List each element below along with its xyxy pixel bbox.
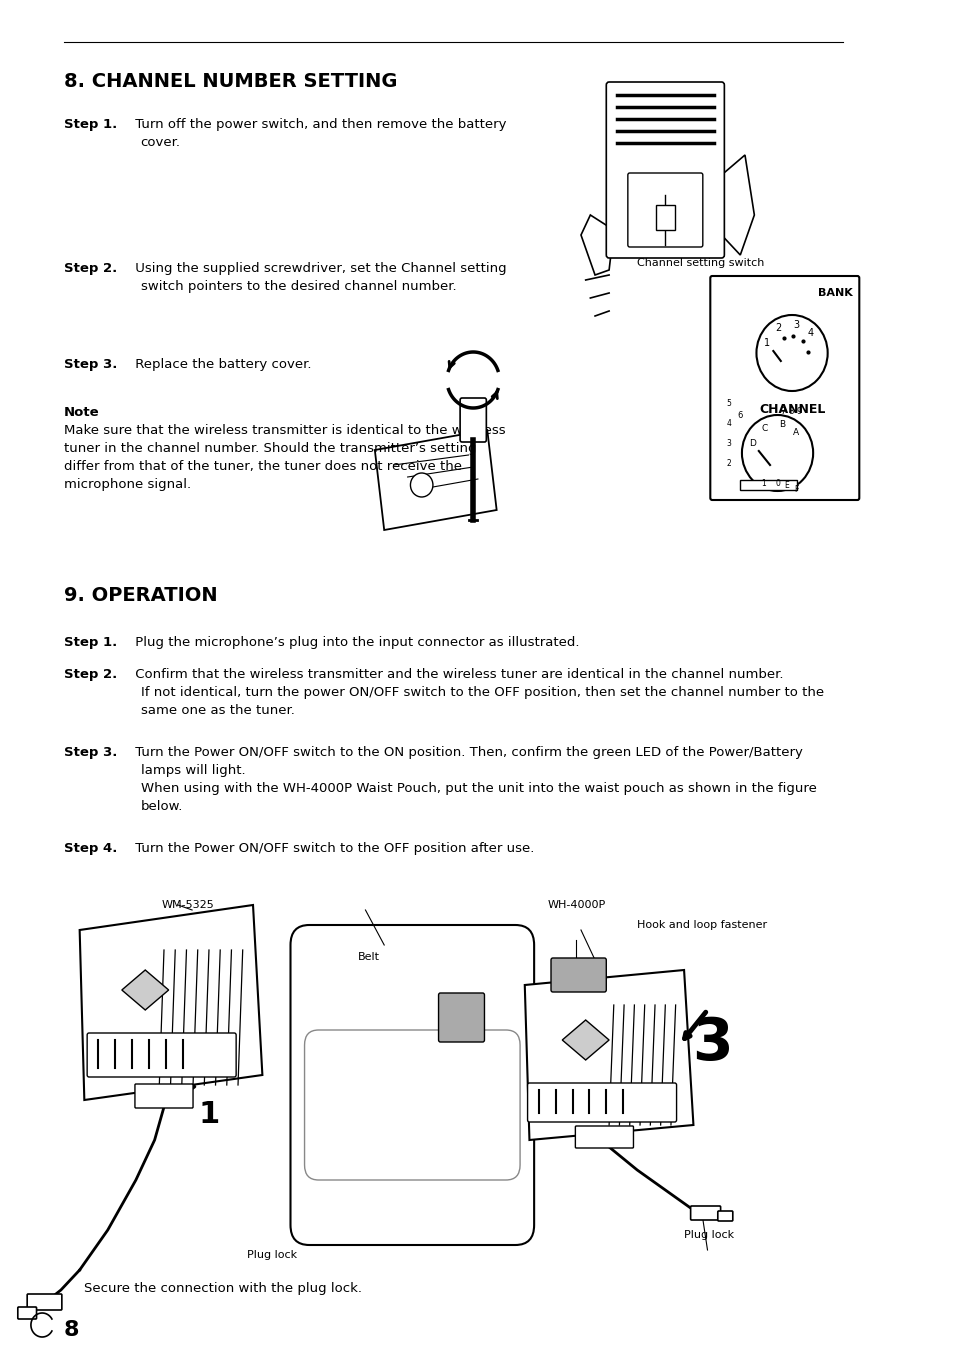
Text: Turn the Power ON/OFF switch to the ON position. Then, confirm the green LED of : Turn the Power ON/OFF switch to the ON p…	[131, 746, 802, 758]
Text: 3: 3	[793, 320, 799, 330]
Text: Replace the battery cover.: Replace the battery cover.	[131, 358, 312, 370]
Text: 3: 3	[726, 438, 731, 448]
Circle shape	[756, 315, 827, 391]
Text: Channel setting switch: Channel setting switch	[637, 258, 763, 268]
Text: Plug lock: Plug lock	[247, 1251, 296, 1260]
Text: Secure the connection with the plug lock.: Secure the connection with the plug lock…	[84, 1282, 362, 1295]
Bar	[656, 206, 674, 230]
Text: microphone signal.: microphone signal.	[64, 479, 191, 491]
Polygon shape	[79, 904, 262, 1101]
Text: If not identical, turn the power ON/OFF switch to the OFF position, then set the: If not identical, turn the power ON/OFF …	[140, 685, 822, 699]
Polygon shape	[524, 969, 693, 1140]
Text: Step 3.: Step 3.	[64, 358, 117, 370]
Text: Plug the microphone’s plug into the input connector as illustrated.: Plug the microphone’s plug into the inpu…	[131, 635, 578, 649]
Text: F: F	[793, 484, 798, 493]
Text: Step 1.: Step 1.	[64, 118, 117, 131]
Circle shape	[410, 473, 433, 498]
Text: A: A	[793, 429, 799, 437]
Text: C: C	[760, 423, 766, 433]
Text: same one as the tuner.: same one as the tuner.	[140, 704, 294, 717]
Text: 3: 3	[691, 1015, 732, 1072]
Text: 7 8 9: 7 8 9	[781, 407, 801, 415]
Text: 4: 4	[807, 327, 813, 338]
FancyBboxPatch shape	[87, 1033, 236, 1078]
FancyBboxPatch shape	[710, 276, 859, 500]
Text: Hook and loop fastener: Hook and loop fastener	[637, 919, 766, 930]
Text: differ from that of the tuner, the tuner does not receive the: differ from that of the tuner, the tuner…	[64, 460, 461, 473]
Text: B: B	[779, 420, 784, 430]
Text: Make sure that the wireless transmitter is identical to the wireless: Make sure that the wireless transmitter …	[64, 425, 505, 437]
FancyBboxPatch shape	[304, 1030, 519, 1180]
Text: Step 4.: Step 4.	[64, 842, 117, 854]
Text: WH-4000P: WH-4000P	[547, 900, 605, 910]
Polygon shape	[561, 1019, 608, 1060]
Text: Step 2.: Step 2.	[64, 668, 117, 681]
FancyBboxPatch shape	[627, 173, 702, 247]
FancyBboxPatch shape	[459, 397, 486, 442]
Text: 2: 2	[726, 458, 731, 468]
FancyBboxPatch shape	[134, 1084, 193, 1109]
Text: D: D	[748, 439, 755, 448]
Text: Plug lock: Plug lock	[683, 1230, 734, 1240]
FancyBboxPatch shape	[18, 1307, 36, 1320]
Text: 1: 1	[760, 479, 765, 488]
FancyBboxPatch shape	[527, 1083, 676, 1122]
Text: Confirm that the wireless transmitter and the wireless tuner are identical in th: Confirm that the wireless transmitter an…	[131, 668, 782, 681]
Text: CHANNEL: CHANNEL	[758, 403, 824, 416]
Text: switch pointers to the desired channel number.: switch pointers to the desired channel n…	[140, 280, 456, 293]
FancyBboxPatch shape	[438, 992, 484, 1042]
Text: lamps will light.: lamps will light.	[140, 764, 245, 777]
Text: 0: 0	[774, 479, 780, 488]
Text: below.: below.	[140, 800, 183, 813]
Text: Turn the Power ON/OFF switch to the OFF position after use.: Turn the Power ON/OFF switch to the OFF …	[131, 842, 534, 854]
FancyBboxPatch shape	[575, 1126, 633, 1148]
Text: Step 1.: Step 1.	[64, 635, 117, 649]
Text: 6: 6	[737, 411, 742, 420]
Text: When using with the WH-4000P Waist Pouch, put the unit into the waist pouch as s: When using with the WH-4000P Waist Pouch…	[140, 781, 816, 795]
Text: 4: 4	[726, 419, 731, 427]
Text: E: E	[783, 481, 788, 491]
Polygon shape	[122, 969, 169, 1010]
FancyBboxPatch shape	[606, 82, 723, 258]
Text: 5: 5	[726, 399, 731, 407]
FancyBboxPatch shape	[27, 1294, 62, 1310]
Text: 8. CHANNEL NUMBER SETTING: 8. CHANNEL NUMBER SETTING	[64, 72, 396, 91]
Text: BANK: BANK	[818, 288, 852, 297]
Text: Step 3.: Step 3.	[64, 746, 117, 758]
Text: Using the supplied screwdriver, set the Channel setting: Using the supplied screwdriver, set the …	[131, 262, 506, 274]
FancyBboxPatch shape	[551, 959, 606, 992]
Text: WM-5325: WM-5325	[161, 900, 213, 910]
Text: cover.: cover.	[140, 137, 180, 149]
Text: 9. OPERATION: 9. OPERATION	[64, 585, 217, 604]
Text: Turn off the power switch, and then remove the battery: Turn off the power switch, and then remo…	[131, 118, 506, 131]
FancyBboxPatch shape	[717, 1211, 732, 1221]
Circle shape	[741, 415, 812, 491]
Text: 1: 1	[763, 338, 769, 349]
Text: Note: Note	[64, 406, 99, 419]
Text: Belt: Belt	[357, 952, 379, 963]
Polygon shape	[375, 430, 497, 530]
Text: Step 2.: Step 2.	[64, 262, 117, 274]
Text: tuner in the channel number. Should the transmitter’s setting: tuner in the channel number. Should the …	[64, 442, 476, 456]
FancyBboxPatch shape	[690, 1206, 720, 1220]
FancyBboxPatch shape	[291, 925, 534, 1245]
Text: 2: 2	[775, 323, 781, 334]
Text: 1: 1	[198, 1101, 219, 1129]
Bar	[740, 480, 796, 489]
Text: 8: 8	[64, 1320, 79, 1340]
Polygon shape	[580, 215, 613, 274]
Polygon shape	[720, 155, 754, 256]
